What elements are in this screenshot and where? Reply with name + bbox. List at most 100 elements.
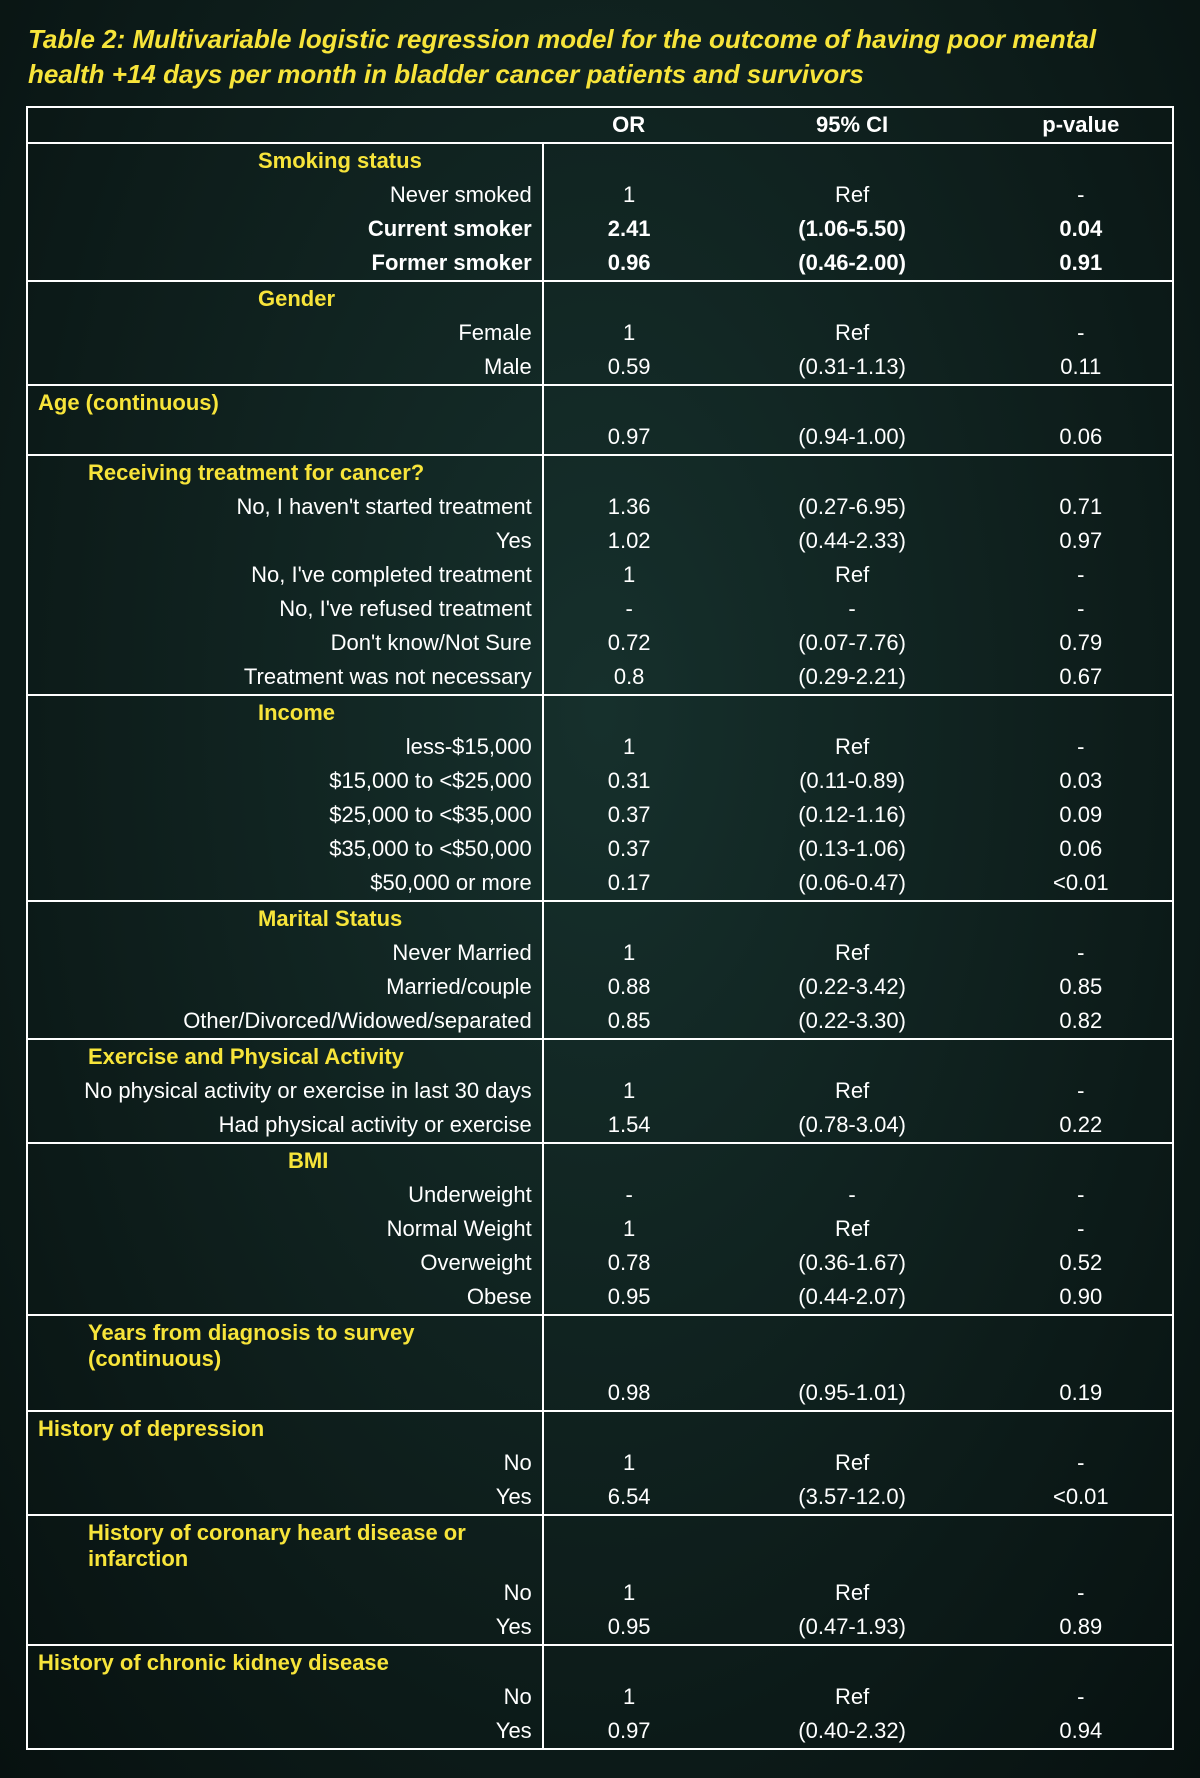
table-row: Yes0.95(0.47-1.93)0.89 [27, 1610, 1173, 1645]
cell-or: 0.8 [543, 660, 715, 695]
section-header-row: Income [27, 695, 1173, 730]
empty-cell [990, 1315, 1173, 1376]
row-label: Obese [27, 1280, 543, 1315]
row-label: Treatment was not necessary [27, 660, 543, 695]
cell-or: 0.97 [543, 420, 715, 455]
cell-ci: Ref [715, 1212, 990, 1246]
cell-or: 0.59 [543, 350, 715, 385]
cell-or: 0.98 [543, 1376, 715, 1411]
cell-ci: Ref [715, 936, 990, 970]
cell-or: 1 [543, 178, 715, 212]
empty-cell [543, 1515, 715, 1576]
cell-ci: (0.13-1.06) [715, 832, 990, 866]
row-label: Normal Weight [27, 1212, 543, 1246]
cell-p: - [990, 178, 1173, 212]
row-label: Former smoker [27, 246, 543, 281]
table-body: Smoking statusNever smoked1Ref-Current s… [27, 143, 1173, 1749]
table-row: $25,000 to <$35,0000.37(0.12-1.16)0.09 [27, 798, 1173, 832]
table-row: Obese0.95(0.44-2.07)0.90 [27, 1280, 1173, 1315]
table-row: No, I've completed treatment1Ref- [27, 558, 1173, 592]
cell-ci: (0.06-0.47) [715, 866, 990, 901]
section-header-row: History of coronary heart disease or inf… [27, 1515, 1173, 1576]
cell-or: 0.88 [543, 970, 715, 1004]
table-row: Yes0.97(0.40-2.32)0.94 [27, 1714, 1173, 1749]
cell-ci: (0.22-3.42) [715, 970, 990, 1004]
cell-or: - [543, 1178, 715, 1212]
table-row: 0.97(0.94-1.00)0.06 [27, 420, 1173, 455]
cell-ci: (0.31-1.13) [715, 350, 990, 385]
table-row: Former smoker0.96(0.46-2.00)0.91 [27, 246, 1173, 281]
cell-ci: Ref [715, 1074, 990, 1108]
row-label [27, 420, 543, 455]
row-label: Current smoker [27, 212, 543, 246]
cell-or: 1 [543, 1074, 715, 1108]
table-row: Yes1.02(0.44-2.33)0.97 [27, 524, 1173, 558]
empty-cell [543, 901, 715, 936]
empty-cell [715, 1645, 990, 1680]
empty-cell [715, 455, 990, 490]
section-header: Age (continuous) [27, 385, 543, 420]
row-label: Married/couple [27, 970, 543, 1004]
cell-ci: (0.27-6.95) [715, 490, 990, 524]
cell-or: 0.17 [543, 866, 715, 901]
empty-cell [990, 143, 1173, 178]
section-header: Marital Status [27, 901, 543, 936]
cell-p: 0.04 [990, 212, 1173, 246]
row-label: Had physical activity or exercise [27, 1108, 543, 1143]
cell-ci: Ref [715, 558, 990, 592]
cell-ci: Ref [715, 178, 990, 212]
cell-or: 1 [543, 1576, 715, 1610]
empty-cell [990, 1039, 1173, 1074]
cell-p: 0.09 [990, 798, 1173, 832]
cell-or: 1 [543, 936, 715, 970]
cell-or: 0.97 [543, 1714, 715, 1749]
cell-p: - [990, 936, 1173, 970]
cell-or: 6.54 [543, 1480, 715, 1515]
cell-p: - [990, 1576, 1173, 1610]
cell-or: - [543, 592, 715, 626]
cell-or: 0.85 [543, 1004, 715, 1039]
cell-p: - [990, 558, 1173, 592]
cell-p: - [990, 1680, 1173, 1714]
cell-ci: (1.06-5.50) [715, 212, 990, 246]
cell-p: 0.85 [990, 970, 1173, 1004]
section-header-row: Marital Status [27, 901, 1173, 936]
empty-cell [990, 1645, 1173, 1680]
cell-p: - [990, 1074, 1173, 1108]
cell-p: 0.91 [990, 246, 1173, 281]
cell-ci: (0.44-2.33) [715, 524, 990, 558]
cell-p: - [990, 1212, 1173, 1246]
table-row: No physical activity or exercise in last… [27, 1074, 1173, 1108]
cell-p: 0.94 [990, 1714, 1173, 1749]
table-row: $15,000 to <$25,0000.31(0.11-0.89)0.03 [27, 764, 1173, 798]
table-row: $50,000 or more0.17(0.06-0.47)<0.01 [27, 866, 1173, 901]
row-label: $50,000 or more [27, 866, 543, 901]
empty-cell [715, 695, 990, 730]
row-label: Yes [27, 1480, 543, 1515]
cell-p: - [990, 316, 1173, 350]
cell-ci: (0.94-1.00) [715, 420, 990, 455]
row-label [27, 1376, 543, 1411]
table-row: $35,000 to <$50,0000.37(0.13-1.06)0.06 [27, 832, 1173, 866]
empty-cell [543, 1143, 715, 1178]
table-row: Never Married1Ref- [27, 936, 1173, 970]
cell-or: 0.37 [543, 798, 715, 832]
cell-or: 1 [543, 730, 715, 764]
row-label: Female [27, 316, 543, 350]
section-header-row: History of chronic kidney disease [27, 1645, 1173, 1680]
table-row: Normal Weight1Ref- [27, 1212, 1173, 1246]
row-label: Overweight [27, 1246, 543, 1280]
cell-p: 0.11 [990, 350, 1173, 385]
empty-cell [543, 1411, 715, 1446]
table-row: Had physical activity or exercise1.54(0.… [27, 1108, 1173, 1143]
cell-ci: - [715, 1178, 990, 1212]
row-label: Yes [27, 1610, 543, 1645]
cell-p: 0.71 [990, 490, 1173, 524]
col-header-or: OR [543, 107, 715, 143]
empty-cell [715, 1039, 990, 1074]
cell-ci: (0.29-2.21) [715, 660, 990, 695]
cell-or: 1 [543, 1446, 715, 1480]
row-label: Underweight [27, 1178, 543, 1212]
cell-p: - [990, 1178, 1173, 1212]
empty-cell [990, 695, 1173, 730]
